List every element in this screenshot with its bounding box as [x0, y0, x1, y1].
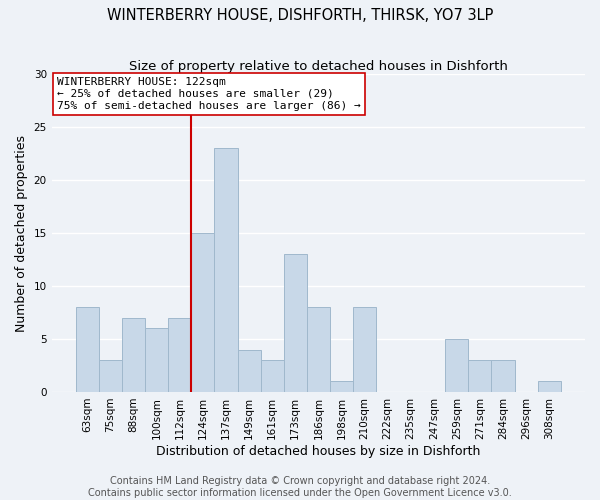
Bar — [76, 307, 99, 392]
Bar — [469, 360, 491, 392]
Bar — [168, 318, 191, 392]
Bar — [122, 318, 145, 392]
Bar — [307, 307, 330, 392]
Bar — [538, 382, 561, 392]
Bar — [145, 328, 168, 392]
Text: Contains HM Land Registry data © Crown copyright and database right 2024.
Contai: Contains HM Land Registry data © Crown c… — [88, 476, 512, 498]
Text: WINTERBERRY HOUSE, DISHFORTH, THIRSK, YO7 3LP: WINTERBERRY HOUSE, DISHFORTH, THIRSK, YO… — [107, 8, 493, 22]
X-axis label: Distribution of detached houses by size in Dishforth: Distribution of detached houses by size … — [156, 444, 481, 458]
Bar — [284, 254, 307, 392]
Bar — [214, 148, 238, 392]
Bar — [330, 382, 353, 392]
Bar — [260, 360, 284, 392]
Bar — [445, 339, 469, 392]
Bar — [491, 360, 515, 392]
Bar — [238, 350, 260, 392]
Bar — [191, 233, 214, 392]
Title: Size of property relative to detached houses in Dishforth: Size of property relative to detached ho… — [129, 60, 508, 73]
Y-axis label: Number of detached properties: Number of detached properties — [15, 134, 28, 332]
Bar — [99, 360, 122, 392]
Bar — [353, 307, 376, 392]
Text: WINTERBERRY HOUSE: 122sqm
← 25% of detached houses are smaller (29)
75% of semi-: WINTERBERRY HOUSE: 122sqm ← 25% of detac… — [57, 78, 361, 110]
